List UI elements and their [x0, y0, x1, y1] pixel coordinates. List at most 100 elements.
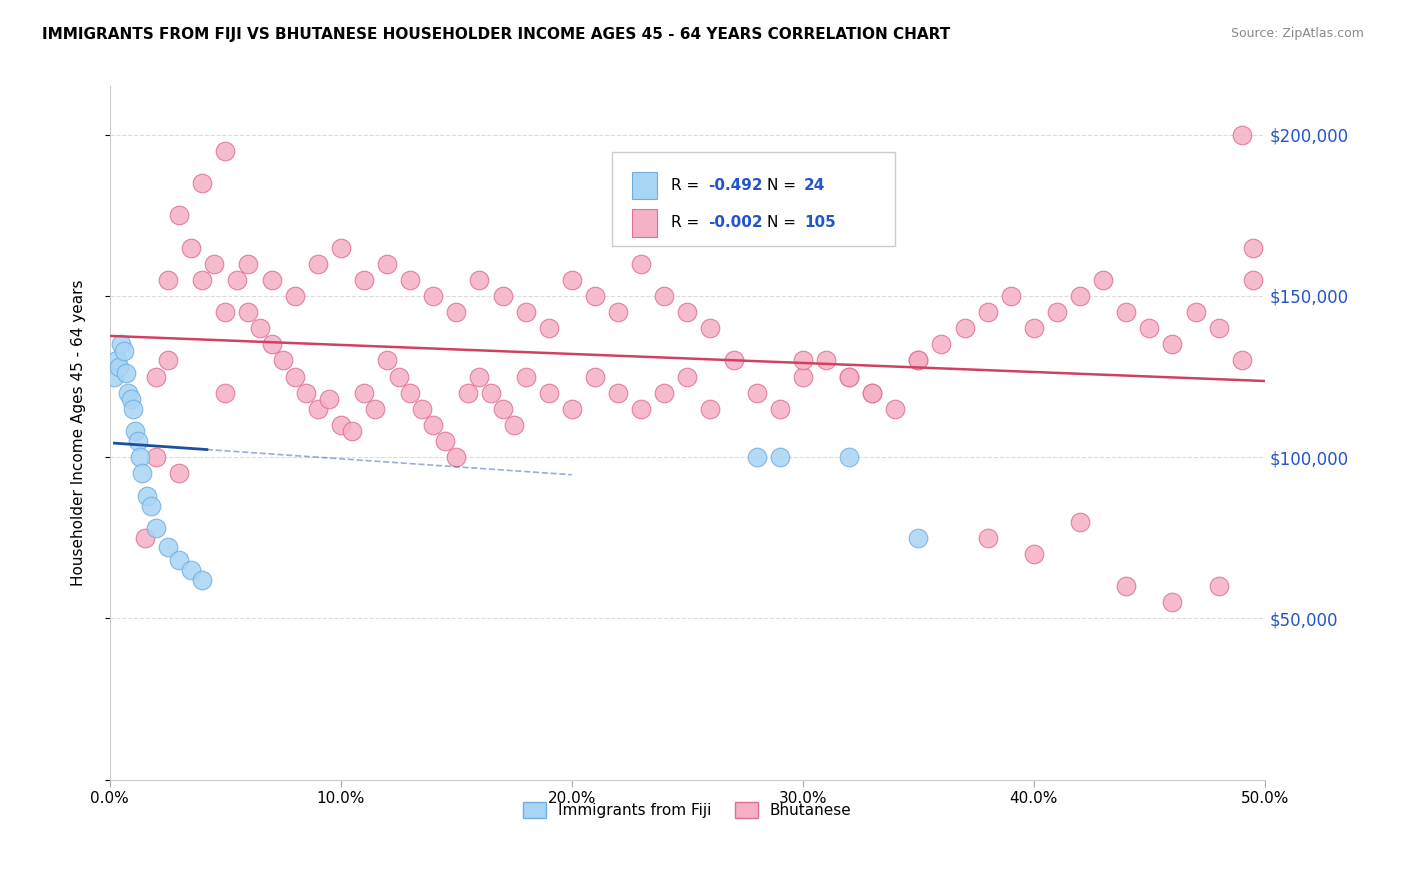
- Point: [249, 321, 271, 335]
- Point: [353, 273, 375, 287]
- Point: [120, 392, 142, 406]
- Point: [191, 273, 214, 287]
- Point: [238, 257, 260, 271]
- Point: [792, 369, 814, 384]
- Point: [676, 305, 699, 319]
- Point: [238, 305, 260, 319]
- Point: [503, 417, 526, 432]
- Text: 24: 24: [804, 178, 825, 193]
- Point: [446, 305, 468, 319]
- Point: [191, 573, 214, 587]
- Text: IMMIGRANTS FROM FIJI VS BHUTANESE HOUSEHOLDER INCOME AGES 45 - 64 YEARS CORRELAT: IMMIGRANTS FROM FIJI VS BHUTANESE HOUSEH…: [42, 27, 950, 42]
- Point: [167, 467, 190, 481]
- Bar: [631, 171, 658, 199]
- Point: [1208, 321, 1230, 335]
- Point: [145, 450, 167, 465]
- Point: [387, 369, 409, 384]
- Bar: [631, 209, 658, 236]
- Point: [156, 353, 179, 368]
- Point: [364, 401, 387, 416]
- Text: N =: N =: [768, 216, 801, 230]
- Point: [167, 553, 190, 567]
- Point: [180, 241, 202, 255]
- Point: [537, 385, 560, 400]
- Point: [479, 385, 502, 400]
- Point: [214, 305, 236, 319]
- Point: [399, 385, 422, 400]
- Point: [1241, 241, 1264, 255]
- Point: [1230, 128, 1253, 142]
- Point: [699, 401, 721, 416]
- Point: [307, 401, 329, 416]
- Point: [561, 401, 583, 416]
- Point: [457, 385, 479, 400]
- Point: [318, 392, 340, 406]
- Point: [491, 289, 513, 303]
- Point: [953, 321, 976, 335]
- Point: [907, 531, 929, 545]
- Point: [1069, 515, 1091, 529]
- Point: [1069, 289, 1091, 303]
- Point: [1115, 305, 1137, 319]
- Point: [105, 353, 128, 368]
- Point: [838, 369, 860, 384]
- Point: [353, 385, 375, 400]
- Text: -0.002: -0.002: [709, 216, 763, 230]
- Point: [202, 257, 225, 271]
- Point: [342, 425, 364, 439]
- Point: [583, 369, 606, 384]
- Point: [1208, 579, 1230, 593]
- Point: [295, 385, 318, 400]
- Point: [329, 417, 352, 432]
- Point: [814, 353, 837, 368]
- Point: [515, 305, 537, 319]
- Point: [127, 434, 149, 448]
- Point: [411, 401, 433, 416]
- Point: [1161, 595, 1184, 609]
- Point: [676, 369, 699, 384]
- Point: [225, 273, 247, 287]
- Point: [422, 289, 444, 303]
- Point: [110, 337, 132, 351]
- Point: [1137, 321, 1160, 335]
- Point: [860, 385, 883, 400]
- Text: 105: 105: [804, 216, 835, 230]
- Point: [607, 305, 630, 319]
- Point: [156, 541, 179, 555]
- Point: [907, 353, 929, 368]
- Point: [468, 369, 491, 384]
- Point: [167, 208, 190, 222]
- Point: [103, 369, 125, 384]
- Point: [583, 289, 606, 303]
- Point: [860, 385, 883, 400]
- Point: [1022, 547, 1045, 561]
- Point: [1115, 579, 1137, 593]
- Point: [260, 337, 283, 351]
- Point: [976, 305, 998, 319]
- Text: R =: R =: [671, 216, 704, 230]
- Point: [607, 385, 630, 400]
- Point: [271, 353, 294, 368]
- Point: [145, 521, 167, 535]
- Point: [1184, 305, 1206, 319]
- Point: [931, 337, 953, 351]
- Point: [156, 273, 179, 287]
- Point: [191, 176, 214, 190]
- Point: [135, 489, 157, 503]
- Point: [446, 450, 468, 465]
- Point: [652, 385, 675, 400]
- Point: [745, 450, 768, 465]
- Point: [112, 343, 135, 358]
- Point: [537, 321, 560, 335]
- Point: [630, 257, 652, 271]
- Point: [124, 425, 146, 439]
- Point: [515, 369, 537, 384]
- Point: [468, 273, 491, 287]
- Point: [630, 401, 652, 416]
- Point: [976, 531, 998, 545]
- Point: [131, 467, 153, 481]
- Point: [180, 563, 202, 577]
- Point: [214, 144, 236, 158]
- Point: [375, 257, 398, 271]
- Point: [491, 401, 513, 416]
